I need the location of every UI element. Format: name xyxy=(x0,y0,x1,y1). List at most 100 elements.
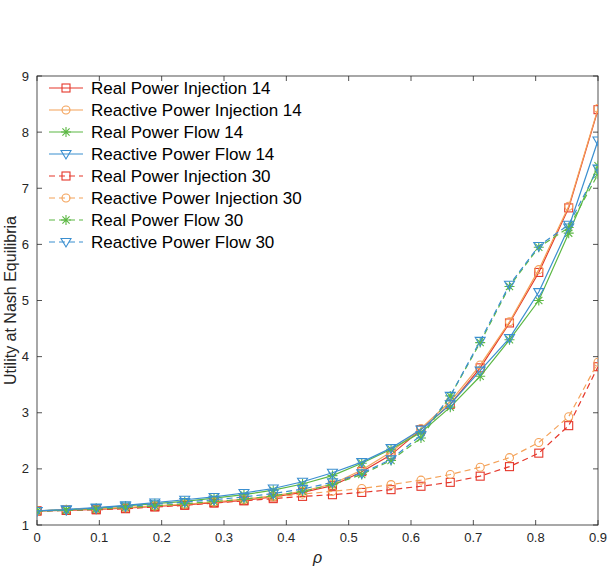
point xyxy=(386,456,396,465)
point xyxy=(358,485,366,493)
y-tick xyxy=(593,356,598,357)
point xyxy=(327,469,337,478)
point xyxy=(37,507,42,516)
y-tick-label: 7 xyxy=(22,181,29,196)
x-tick xyxy=(224,520,225,525)
series-line xyxy=(37,109,598,511)
y-tick xyxy=(593,468,598,469)
point xyxy=(239,493,249,502)
x-tick-label: 0.2 xyxy=(153,530,171,545)
x-tick-label: 0.8 xyxy=(527,530,545,545)
y-tick-label: 6 xyxy=(22,237,29,252)
x-tick-label: 0.1 xyxy=(90,530,108,545)
series-line xyxy=(37,174,598,511)
x-tick xyxy=(535,520,536,525)
x-tick xyxy=(37,520,38,525)
x-tick xyxy=(473,520,474,525)
series-line xyxy=(37,169,598,511)
x-tick xyxy=(348,520,349,525)
x-tick xyxy=(161,520,162,525)
y-axis-label: Utility at Nash Equilibria xyxy=(2,216,19,385)
y-tick xyxy=(37,244,42,245)
x-tick-label: 0.9 xyxy=(589,530,607,545)
point xyxy=(594,358,598,366)
point xyxy=(91,504,101,514)
y-tick-label: 5 xyxy=(22,293,29,308)
y-tick xyxy=(37,300,42,301)
chart: 00.10.20.30.40.50.60.70.80.9123456789ρUt… xyxy=(0,0,609,566)
point xyxy=(298,486,308,496)
point xyxy=(417,476,425,484)
point xyxy=(565,422,573,430)
legend-marker xyxy=(61,127,71,137)
point xyxy=(327,480,337,490)
series-line xyxy=(37,166,598,511)
x-tick xyxy=(99,520,100,525)
legend-marker xyxy=(61,215,71,225)
x-tick xyxy=(535,76,536,81)
x-tick xyxy=(598,520,599,525)
x-tick xyxy=(598,76,599,81)
point xyxy=(416,432,426,441)
y-tick-label: 3 xyxy=(22,405,29,420)
x-tick xyxy=(348,76,349,81)
point xyxy=(239,494,249,504)
point xyxy=(594,105,598,113)
x-tick xyxy=(286,76,287,81)
point xyxy=(386,445,396,454)
point xyxy=(180,499,190,509)
x-tick-label: 0.6 xyxy=(402,530,420,545)
x-tick xyxy=(473,76,474,81)
y-tick-label: 4 xyxy=(22,349,29,364)
point xyxy=(564,221,574,230)
y-tick-label: 1 xyxy=(22,518,29,533)
series xyxy=(37,363,598,515)
point xyxy=(504,335,514,344)
point xyxy=(505,463,513,471)
point xyxy=(475,337,485,346)
point xyxy=(180,498,190,507)
point xyxy=(121,503,131,512)
point xyxy=(504,281,514,290)
legend-line xyxy=(49,87,83,88)
legend-label: Reactive Power Injection 30 xyxy=(91,189,302,208)
legend-marker xyxy=(62,172,70,180)
point xyxy=(505,318,513,326)
y-tick xyxy=(37,412,42,413)
x-tick-label: 0.3 xyxy=(215,530,233,545)
y-tick xyxy=(37,76,42,77)
point xyxy=(209,496,219,505)
point xyxy=(534,243,544,252)
legend-line xyxy=(49,109,83,110)
legend-line xyxy=(49,153,83,154)
point xyxy=(445,391,455,401)
y-tick-label: 2 xyxy=(22,461,29,476)
series xyxy=(37,106,598,515)
legend-label: Reactive Power Flow 14 xyxy=(91,145,274,164)
legend-label: Reactive Power Injection 14 xyxy=(91,101,302,120)
point xyxy=(91,505,101,513)
legend: Real Power Injection 14 Reactive Power In… xyxy=(49,79,302,252)
point xyxy=(534,289,544,298)
x-tick xyxy=(37,76,38,81)
legend-label: Real Power Injection 30 xyxy=(91,167,271,186)
legend-label: Real Power Injection 14 xyxy=(91,79,271,98)
y-tick xyxy=(593,132,598,133)
y-tick-label: 9 xyxy=(22,69,29,84)
point xyxy=(92,505,100,513)
point xyxy=(357,470,367,479)
y-tick xyxy=(593,525,598,526)
point xyxy=(298,486,308,495)
point xyxy=(504,335,514,345)
y-tick xyxy=(593,188,598,189)
point xyxy=(61,505,71,515)
point xyxy=(209,496,219,506)
series xyxy=(37,169,598,516)
y-tick-label: 8 xyxy=(22,125,29,140)
y-tick xyxy=(593,412,598,413)
plot-frame xyxy=(37,76,598,525)
point xyxy=(122,504,130,512)
series-line xyxy=(37,141,598,511)
series xyxy=(37,165,598,516)
point xyxy=(565,202,573,210)
